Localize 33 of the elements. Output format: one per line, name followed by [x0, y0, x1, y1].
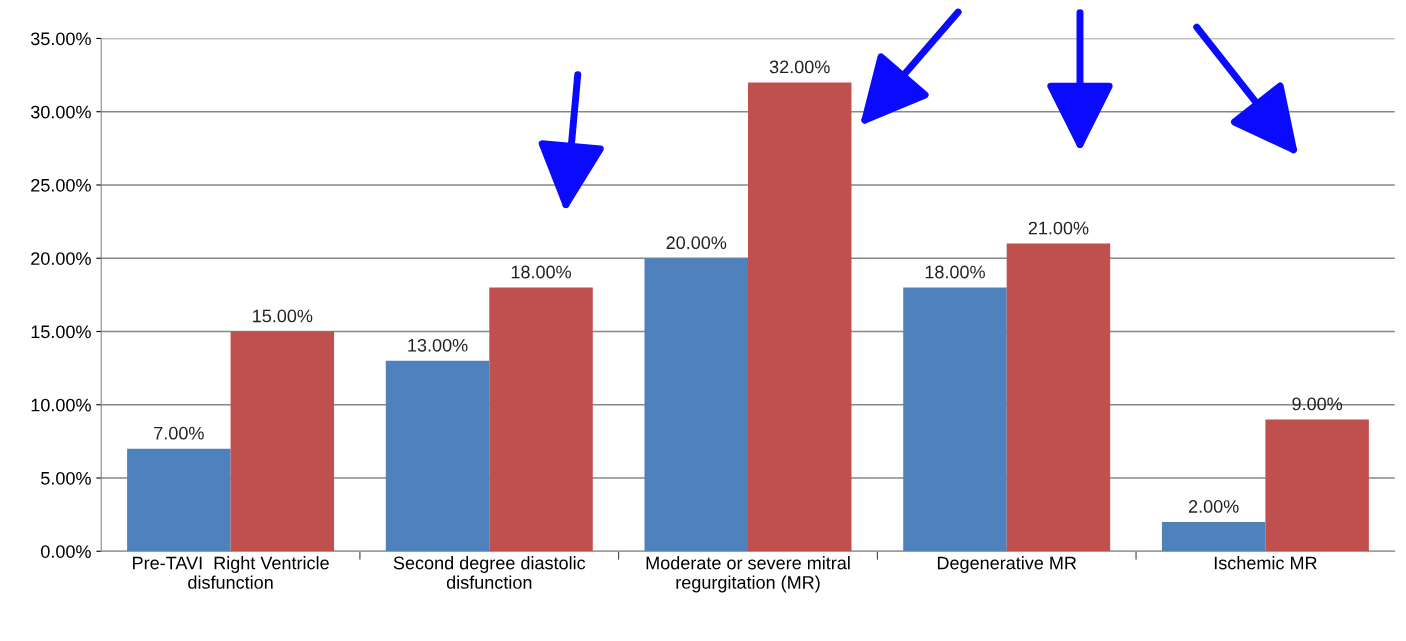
- data-label: 18.00%: [925, 265, 985, 279]
- data-label: 15.00%: [253, 309, 313, 323]
- x-tick-label: Pre-TAVI Right Ventricle disfunction: [133, 556, 329, 589]
- bar: [747, 82, 852, 552]
- y-tick-label: 5.00%: [41, 471, 91, 485]
- data-label: 7.00%: [154, 426, 204, 440]
- bar: [1161, 521, 1266, 552]
- x-tick-label: Ischemic MR: [1214, 556, 1317, 570]
- data-label: 32.00%: [769, 60, 830, 74]
- y-tick-label: 30.00%: [30, 105, 91, 119]
- y-tick-label: 15.00%: [31, 325, 91, 339]
- data-label: 20.00%: [666, 236, 727, 250]
- bar: [1006, 243, 1111, 552]
- data-label: 21.00%: [1028, 221, 1089, 235]
- data-label: 18.00%: [511, 265, 572, 279]
- bar: [230, 331, 335, 552]
- data-label: 9.00%: [1292, 397, 1343, 411]
- bar: [1265, 419, 1369, 552]
- bar: [489, 287, 593, 552]
- bar: [903, 287, 1007, 552]
- bar: [385, 360, 490, 552]
- y-tick-label: 35.00%: [30, 32, 91, 46]
- y-tick-label: 25.00%: [31, 178, 91, 192]
- x-tick-label: Second degree diastolic disfunction: [393, 556, 586, 589]
- y-tick-label: 0.00%: [41, 545, 91, 558]
- bar: [127, 448, 231, 552]
- data-label: 2.00%: [1188, 500, 1239, 513]
- bar: [644, 258, 748, 552]
- y-tick-label: 10.00%: [31, 398, 91, 412]
- data-label: 13.00%: [408, 338, 468, 352]
- x-tick-label: Moderate or severe mitral regurgitation (MR): [646, 556, 850, 593]
- x-tick-label: Degenerative MR: [937, 556, 1077, 573]
- y-tick-label: 20.00%: [31, 252, 91, 265]
